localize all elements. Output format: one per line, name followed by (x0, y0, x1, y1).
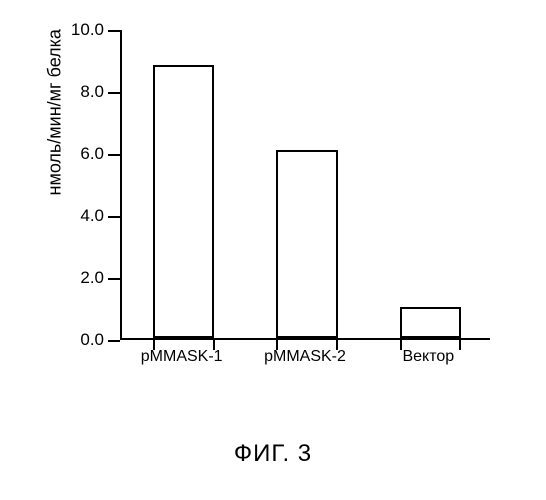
y-tick (108, 278, 120, 280)
x-category-label: pMMASK-2 (243, 348, 366, 366)
y-tick-label: 4.0 (70, 206, 104, 226)
y-tick (108, 92, 120, 94)
x-category-label: pMMASK-1 (120, 348, 243, 366)
y-tick (108, 30, 120, 32)
y-tick (108, 216, 120, 218)
bar (276, 150, 338, 338)
y-tick-label: 8.0 (70, 82, 104, 102)
bar (400, 307, 462, 338)
y-tick (108, 154, 120, 156)
y-tick-label: 6.0 (70, 144, 104, 164)
y-tick-label: 0.0 (70, 330, 104, 350)
y-tick (108, 340, 120, 342)
y-axis-label: нмоль/мин/мг белка (45, 29, 66, 195)
x-category-label: Вектор (367, 348, 490, 366)
chart-container: нмоль/мин/мг белка 0.02.04.06.08.010.0pM… (70, 30, 490, 370)
plot-area (120, 30, 490, 340)
y-tick-label: 10.0 (70, 20, 104, 40)
bar (153, 65, 215, 338)
y-tick-label: 2.0 (70, 268, 104, 288)
figure-caption: ФИГ. 3 (0, 440, 546, 468)
